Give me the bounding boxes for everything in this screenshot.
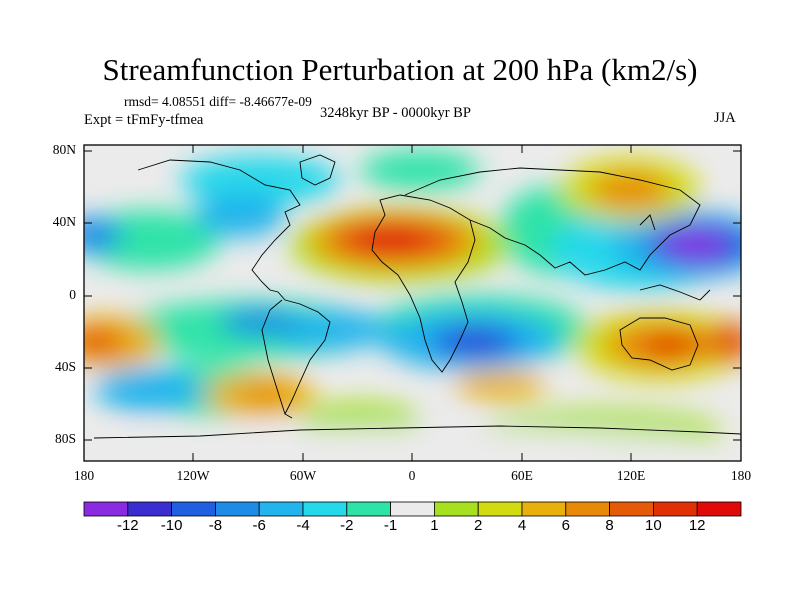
colorbar-swatch [565, 501, 610, 517]
colorbar-label: 10 [645, 517, 662, 534]
colorbar-swatch [521, 501, 567, 517]
rmsd-stats: rmsd= 4.08551 diff= -8.46677e-09 [124, 94, 312, 109]
colorbar-swatch [477, 501, 523, 517]
colorbar-swatch [609, 501, 654, 517]
lat-tick-label: 0 [69, 287, 76, 302]
colorbar-swatch [258, 501, 304, 517]
colorbar-swatch [433, 501, 479, 517]
colorbar-label: -12 [116, 517, 139, 534]
colorbar-swatch [302, 501, 348, 517]
colorbar-swatch [83, 501, 129, 517]
contour-field [84, 150, 741, 452]
lat-tick-label: 80S [54, 431, 76, 446]
colorbar-label: -6 [252, 517, 266, 534]
colorbar-swatch [127, 501, 173, 517]
colorbar-label: 8 [605, 517, 614, 534]
lat-tick-label: 80N [52, 142, 76, 157]
lon-tick-label: 120W [176, 468, 210, 483]
colorbar-label: -1 [383, 517, 398, 534]
lon-tick-label: 180 [73, 468, 95, 483]
colorbar-label: -2 [340, 517, 354, 534]
lon-tick-label: 60E [511, 468, 533, 483]
lat-tick-label: 40S [54, 359, 76, 374]
lon-tick-label: 120E [616, 468, 646, 483]
season-label: JJA [714, 110, 736, 126]
colorbar-swatch [390, 501, 435, 517]
colorbar-label: -4 [296, 517, 310, 534]
colorbar-label: 2 [474, 517, 483, 534]
colorbar-swatch [214, 501, 260, 517]
experiment-label: Expt = tFmFy-tfmea [84, 112, 204, 128]
colorbar-label: 12 [688, 517, 706, 534]
plot-title: Streamfunction Perturbation at 200 hPa (… [102, 52, 698, 87]
colorbar-swatch [171, 501, 216, 517]
colorbar [83, 501, 742, 517]
colorbar-label: -8 [208, 517, 223, 534]
colorbar-label: 4 [517, 517, 527, 534]
colorbar-label: -10 [160, 517, 183, 534]
lat-tick-label: 40N [52, 214, 76, 229]
colorbar-swatch [696, 501, 742, 517]
colorbar-label: 6 [561, 517, 570, 534]
lon-tick-label: 0 [408, 468, 416, 483]
period-label: 3248kyr BP - 0000kyr BP [320, 105, 471, 121]
colorbar-swatch [653, 501, 698, 517]
colorbar-swatch [346, 501, 391, 517]
axis-ticks [83, 145, 742, 461]
colorbar-label: 1 [430, 517, 439, 534]
lon-tick-label: 180 [730, 468, 752, 483]
lon-tick-label: 60W [289, 468, 317, 483]
coastlines [93, 154, 741, 439]
